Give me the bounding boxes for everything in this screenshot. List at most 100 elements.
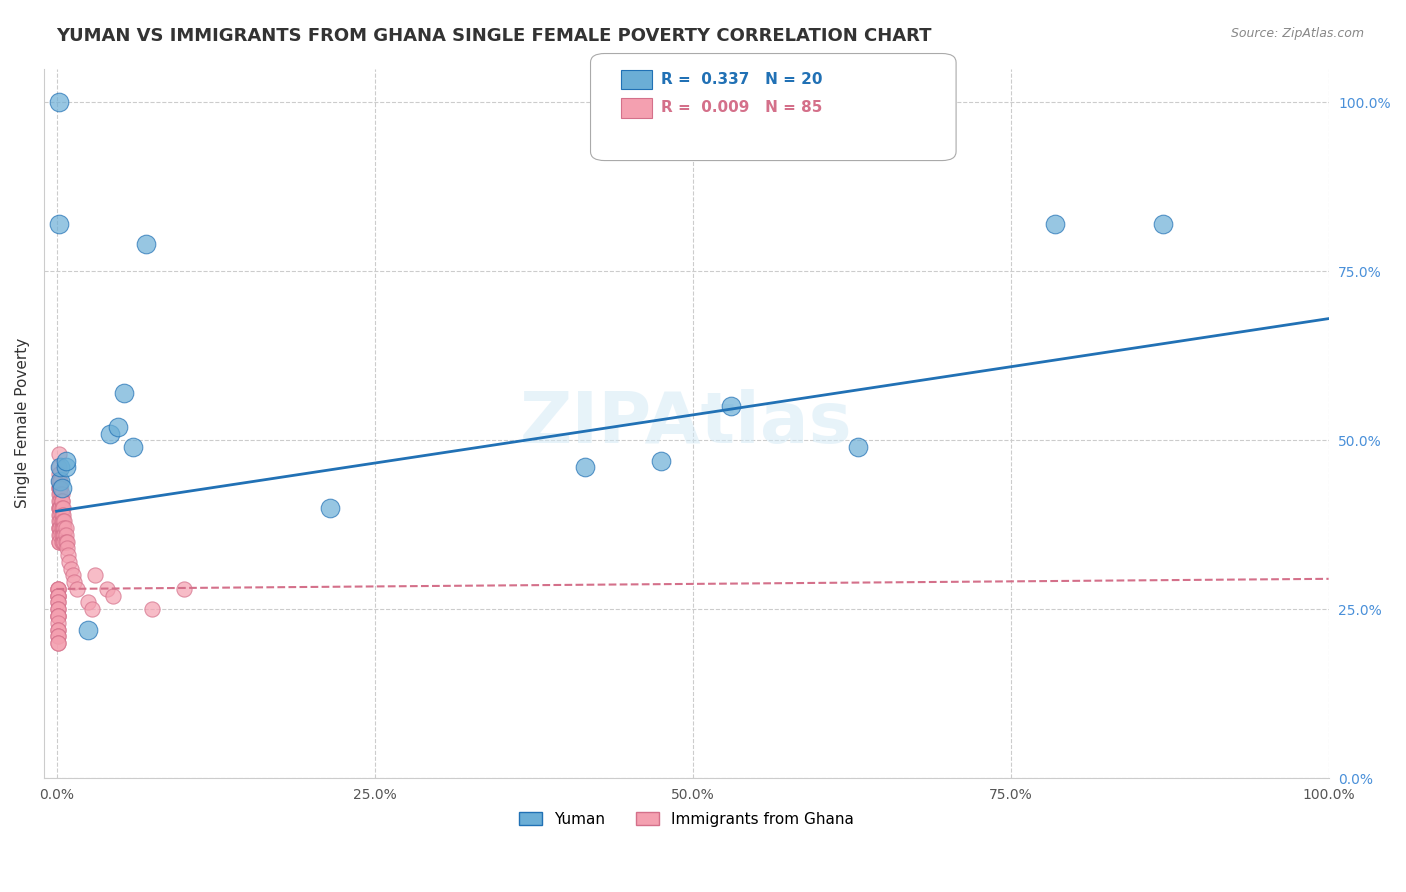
Point [53,515,76,529]
Point [574,460,596,475]
Point [48,95,70,110]
Point [58,555,80,569]
Point [56,534,79,549]
Point [55,460,77,475]
Point [56,541,79,556]
Point [49,500,72,515]
Point [46,595,69,609]
Legend: Yuman, Immigrants from Ghana: Yuman, Immigrants from Ghana [512,804,862,834]
Point [51,521,73,535]
Point [49,487,72,501]
Point [62,568,84,582]
Point [49,500,72,515]
Point [141,602,163,616]
Point [52,528,75,542]
Point [46,582,69,596]
Point [135,237,157,252]
Point [46,609,69,624]
Point [53,528,76,542]
Point [52,500,75,515]
Point [51,528,73,542]
Point [46,636,69,650]
Point [52,534,75,549]
Point [49,515,72,529]
Point [51,515,73,529]
Point [101,589,124,603]
Point [46,589,69,603]
Point [49,481,72,495]
Point [83,568,105,582]
Point [46,615,69,630]
Point [1043,217,1066,231]
Text: R =  0.337   N = 20: R = 0.337 N = 20 [661,72,823,87]
Point [51,481,73,495]
Point [46,629,69,643]
Point [46,589,69,603]
Point [122,440,145,454]
Point [48,481,70,495]
Point [48,508,70,522]
Point [48,217,70,231]
Point [46,602,69,616]
Point [48,447,70,461]
Point [53,521,76,535]
Point [51,534,73,549]
Point [48,534,70,549]
Point [46,623,69,637]
Point [46,582,69,596]
Point [46,595,69,609]
Point [107,419,129,434]
Point [48,528,70,542]
Point [49,474,72,488]
Text: YUMAN VS IMMIGRANTS FROM GHANA SINGLE FEMALE POVERTY CORRELATION CHART: YUMAN VS IMMIGRANTS FROM GHANA SINGLE FE… [56,27,932,45]
Point [173,582,195,596]
Point [48,521,70,535]
Point [82,602,104,616]
Point [48,534,70,549]
Point [77,595,100,609]
Point [1152,217,1174,231]
Point [77,623,100,637]
Point [46,582,69,596]
Point [98,426,121,441]
Point [56,548,79,562]
Point [46,636,69,650]
Point [48,460,70,475]
Point [48,494,70,508]
Point [59,562,82,576]
Point [846,440,869,454]
Point [49,460,72,475]
Point [48,515,70,529]
Point [46,602,69,616]
Y-axis label: Single Female Poverty: Single Female Poverty [15,338,30,508]
Text: Source: ZipAtlas.com: Source: ZipAtlas.com [1230,27,1364,40]
Point [49,521,72,535]
Point [53,534,76,549]
Point [49,508,72,522]
Point [720,400,742,414]
Point [48,474,70,488]
Point [48,467,70,481]
Point [112,386,135,401]
Point [51,500,73,515]
Point [48,521,70,535]
Point [51,494,73,508]
Point [48,487,70,501]
Point [55,453,77,467]
Point [46,609,69,624]
Point [319,500,342,515]
Point [46,623,69,637]
Point [46,609,69,624]
Point [48,500,70,515]
Point [52,515,75,529]
Point [46,589,69,603]
Point [52,521,75,535]
Point [51,487,73,501]
Point [55,528,77,542]
Point [49,528,72,542]
Point [55,534,77,549]
Point [55,521,77,535]
Point [48,500,70,515]
Point [52,508,75,522]
Point [48,481,70,495]
